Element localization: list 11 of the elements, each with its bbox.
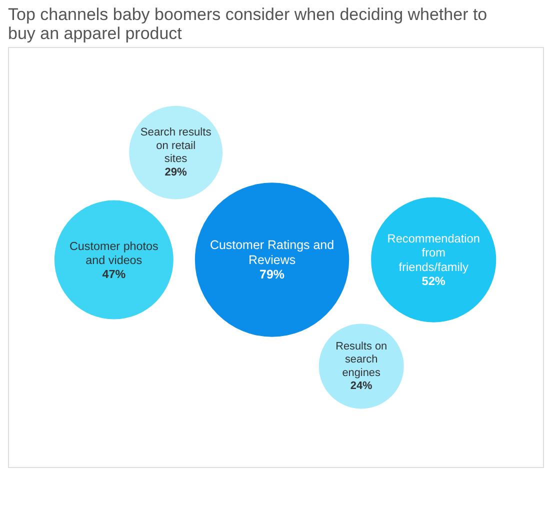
category-label: Customer Ratings and Reviews (210, 238, 334, 267)
data-label: 47% (102, 268, 126, 281)
data-label: 79% (260, 268, 285, 282)
category-label: Results on search engines (336, 340, 388, 379)
category-label: Recommendation from friends/family (387, 231, 480, 274)
data-label: 29% (164, 166, 188, 179)
text: Top channels baby boomers consider when deciding whether to buy an apparel product (8, 5, 488, 43)
category-label: Customer photos and videos (69, 240, 159, 267)
data-label: 24% (350, 380, 373, 392)
category-label: Search results on retail sites (140, 126, 212, 166)
data-label: 52% (422, 274, 446, 288)
